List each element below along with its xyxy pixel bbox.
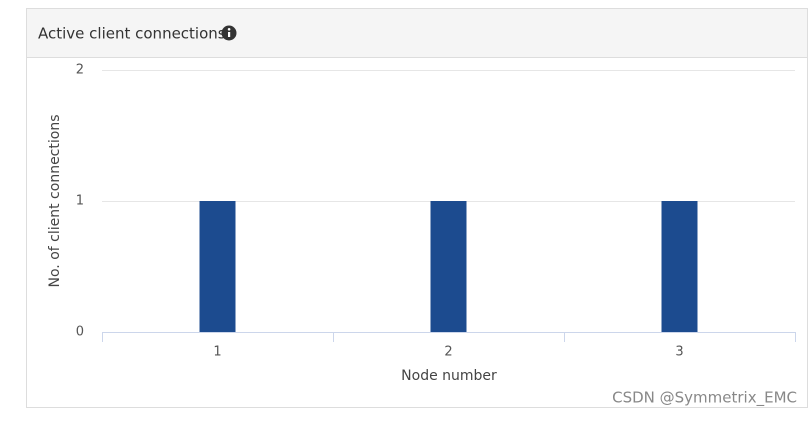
watermark: CSDN @Symmetrix_EMC bbox=[612, 389, 797, 408]
info-icon[interactable] bbox=[221, 25, 237, 41]
y-tick-label: 1 bbox=[76, 194, 84, 209]
y-axis-label: No. of client connections bbox=[47, 115, 63, 288]
x-axis-label: Node number bbox=[401, 368, 497, 384]
bar bbox=[430, 201, 467, 332]
chart-title: Active client connections bbox=[38, 25, 226, 43]
x-tick-label: 3 bbox=[675, 345, 683, 360]
bar bbox=[661, 201, 698, 332]
x-tick-label: 1 bbox=[213, 345, 221, 360]
bar bbox=[199, 201, 236, 332]
y-tick-label: 0 bbox=[76, 325, 84, 340]
panel-header bbox=[27, 9, 807, 57]
y-tick-label: 2 bbox=[76, 63, 84, 78]
x-tick-label: 2 bbox=[444, 345, 452, 360]
